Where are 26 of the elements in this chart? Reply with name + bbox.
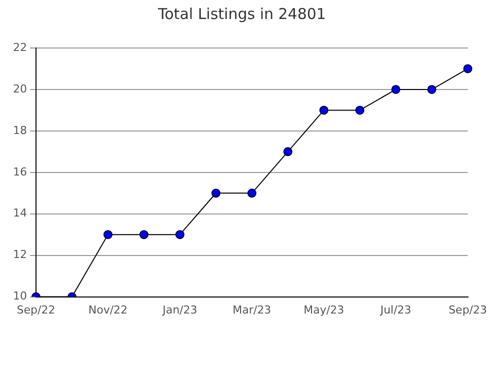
- y-tick-label: 10: [12, 290, 27, 303]
- x-tick-label: Jan/23: [162, 303, 198, 316]
- x-tick-label: May/23: [304, 303, 344, 316]
- point: [355, 106, 364, 115]
- point: [247, 188, 256, 198]
- y-tick-label: 16: [12, 165, 27, 178]
- point: [427, 84, 436, 94]
- x-tick-label: Sep/23: [448, 303, 487, 316]
- point: [103, 230, 112, 240]
- point: [319, 106, 328, 115]
- point: [175, 230, 184, 240]
- chart-title: Total Listings in 24801: [157, 4, 326, 23]
- point: [463, 64, 472, 74]
- x-tick-label: Sep/22: [16, 303, 56, 316]
- y-tick-label: 18: [12, 124, 27, 137]
- x-tick-label: Mar/23: [232, 303, 272, 316]
- y-tick-label: 14: [12, 206, 27, 220]
- x-tick-label: Nov/22: [88, 303, 128, 316]
- x-tick-label: Jul/23: [379, 303, 412, 316]
- point: [391, 84, 400, 94]
- y-tick-label: 20: [12, 82, 27, 96]
- point: [139, 230, 148, 240]
- point: [283, 147, 292, 156]
- y-tick-label: 22: [12, 40, 27, 54]
- point: [211, 188, 220, 198]
- y-tick-label: 12: [12, 248, 27, 262]
